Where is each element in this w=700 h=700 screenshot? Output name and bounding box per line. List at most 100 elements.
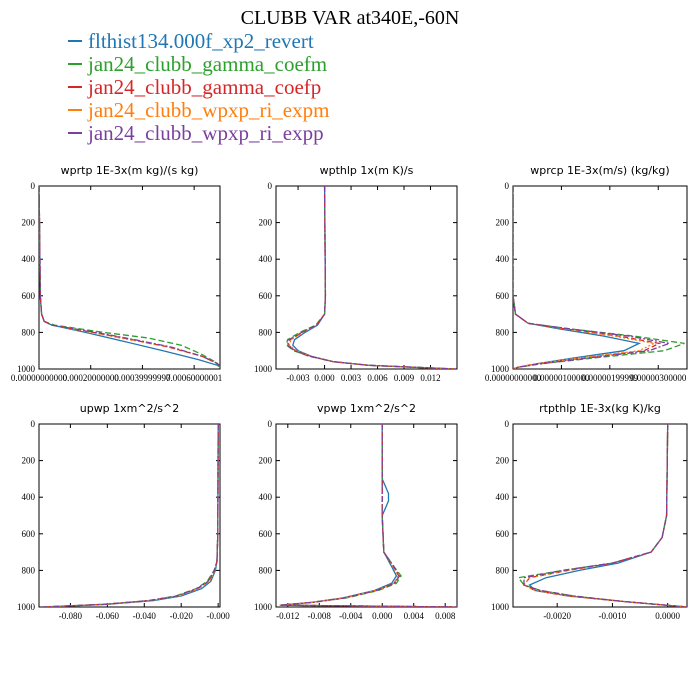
x-tick-label: 0.00000000000 <box>485 373 542 383</box>
y-tick-label: 0 <box>268 419 273 429</box>
y-tick-label: 800 <box>22 327 36 337</box>
y-tick-label: 0 <box>31 181 36 191</box>
y-tick-label: 0 <box>268 181 273 191</box>
x-tick-label: 0.012 <box>420 373 440 383</box>
y-tick-label: 400 <box>496 492 510 502</box>
y-tick-label: 600 <box>496 291 510 301</box>
series-line-3 <box>287 186 456 369</box>
panel-4: upwp 1xm^2/s^2 0 200 400 600 800 1000 -0.080 -0.… <box>17 402 230 621</box>
x-tick-label: -0.000 <box>207 611 231 621</box>
series-line-5 <box>513 186 672 369</box>
x-tick-label: 0.0000 <box>655 611 680 621</box>
series-line-4 <box>288 186 456 369</box>
y-tick-label: 800 <box>259 327 273 337</box>
plot-frame <box>38 185 221 370</box>
legend-item: jan24_clubb_wpxp_ri_expm <box>68 99 329 122</box>
x-tick-label: -0.080 <box>59 611 83 621</box>
series-line-2 <box>39 186 220 368</box>
x-tick-label: 0.00000100000 <box>533 373 590 383</box>
y-tick-label: 1000 <box>491 602 510 612</box>
legend-swatch <box>68 132 82 135</box>
legend-item: jan24_clubb_gamma_coefm <box>68 53 329 76</box>
panel-title: rtpthlp 1E-3x(kg K)/kg <box>539 402 661 415</box>
legend-swatch <box>68 63 82 66</box>
x-tick-label: 0.004 <box>404 611 425 621</box>
series-line-4 <box>42 424 219 607</box>
x-tick-label: -0.040 <box>133 611 157 621</box>
x-tick-label: -0.003 <box>286 373 310 383</box>
y-tick-label: 1000 <box>254 602 273 612</box>
y-tick-label: 1000 <box>491 364 510 374</box>
series-line-2 <box>285 186 456 369</box>
legend-swatch <box>68 86 82 89</box>
x-tick-label: -0.0010 <box>599 611 627 621</box>
y-tick-label: 0 <box>505 181 510 191</box>
x-tick-label: 0.003 <box>341 373 362 383</box>
y-tick-label: 400 <box>22 254 36 264</box>
legend: flthist134.000f_xp2_revert jan24_clubb_ga… <box>68 30 329 145</box>
panel-2: wpthlp 1x(m K)/s 0 200 400 600 800 1000 -0.003 0… <box>254 164 458 383</box>
series-line-1 <box>528 424 687 607</box>
legend-label: flthist134.000f_xp2_revert <box>88 29 314 53</box>
page-title: CLUBB VAR at340E,-60N <box>240 7 460 29</box>
series-line-5 <box>42 424 219 607</box>
y-tick-label: 200 <box>259 456 273 466</box>
x-tick-label: -0.0020 <box>543 611 571 621</box>
series-line-1 <box>39 186 220 368</box>
legend-swatch <box>68 40 82 43</box>
series-line-5 <box>286 186 456 369</box>
series-line-2 <box>517 424 687 607</box>
series-line-1 <box>279 424 457 607</box>
legend-label: jan24_clubb_wpxp_ri_expm <box>88 98 330 122</box>
y-tick-label: 400 <box>496 254 510 264</box>
y-tick-label: 200 <box>259 218 273 228</box>
y-tick-label: 200 <box>496 456 510 466</box>
y-tick-label: 400 <box>259 492 273 502</box>
legend-label: jan24_clubb_gamma_coefp <box>88 75 322 99</box>
series-line-2 <box>513 186 685 369</box>
y-tick-label: 600 <box>259 529 273 539</box>
series-line-3 <box>523 424 687 607</box>
x-tick-label: -0.060 <box>96 611 120 621</box>
series-line-3 <box>39 186 220 368</box>
y-tick-label: 200 <box>496 218 510 228</box>
y-tick-label: 0 <box>31 419 36 429</box>
panel-title: wprtp 1E-3x(m kg)/(s kg) <box>61 164 199 177</box>
series-line-5 <box>280 424 457 607</box>
plot-frame <box>38 423 221 608</box>
y-tick-label: 600 <box>259 291 273 301</box>
plot-frame <box>275 423 458 608</box>
panel-title: wprcp 1E-3x(m/s) (kg/kg) <box>530 164 669 177</box>
legend-item: jan24_clubb_gamma_coefp <box>68 76 329 99</box>
y-tick-label: 1000 <box>17 602 36 612</box>
y-tick-label: 1000 <box>254 364 273 374</box>
series-line-5 <box>39 186 220 368</box>
legend-swatch <box>68 109 82 112</box>
series-line-2 <box>281 424 457 607</box>
series-line-4 <box>279 424 457 607</box>
panel-title: wpthlp 1x(m K)/s <box>320 164 414 177</box>
x-tick-label: 0.000 <box>372 611 393 621</box>
y-tick-label: 600 <box>496 529 510 539</box>
x-tick-label: 0.00020000000 <box>63 373 120 383</box>
series-line-1 <box>513 186 642 369</box>
legend-item: flthist134.000f_xp2_revert <box>68 30 329 53</box>
x-tick-label: -0.004 <box>339 611 363 621</box>
y-tick-label: 1000 <box>17 364 36 374</box>
plot-frame <box>275 185 458 370</box>
legend-label: jan24_clubb_gamma_coefm <box>88 52 328 76</box>
x-tick-label: -0.020 <box>170 611 194 621</box>
y-tick-label: 800 <box>496 565 510 575</box>
x-tick-label: 0.00039999997 <box>114 373 171 383</box>
x-tick-label: -0.008 <box>308 611 332 621</box>
panel-title: upwp 1xm^2/s^2 <box>80 402 180 415</box>
x-tick-label: 0.008 <box>435 611 456 621</box>
series-line-4 <box>523 424 687 607</box>
y-tick-label: 800 <box>259 565 273 575</box>
y-tick-label: 400 <box>259 254 273 264</box>
x-tick-label: 0.00000000000 <box>11 373 68 383</box>
series-line-3 <box>279 424 457 607</box>
x-tick-label: 0.00060000001 <box>166 373 222 383</box>
y-tick-label: 600 <box>22 529 36 539</box>
